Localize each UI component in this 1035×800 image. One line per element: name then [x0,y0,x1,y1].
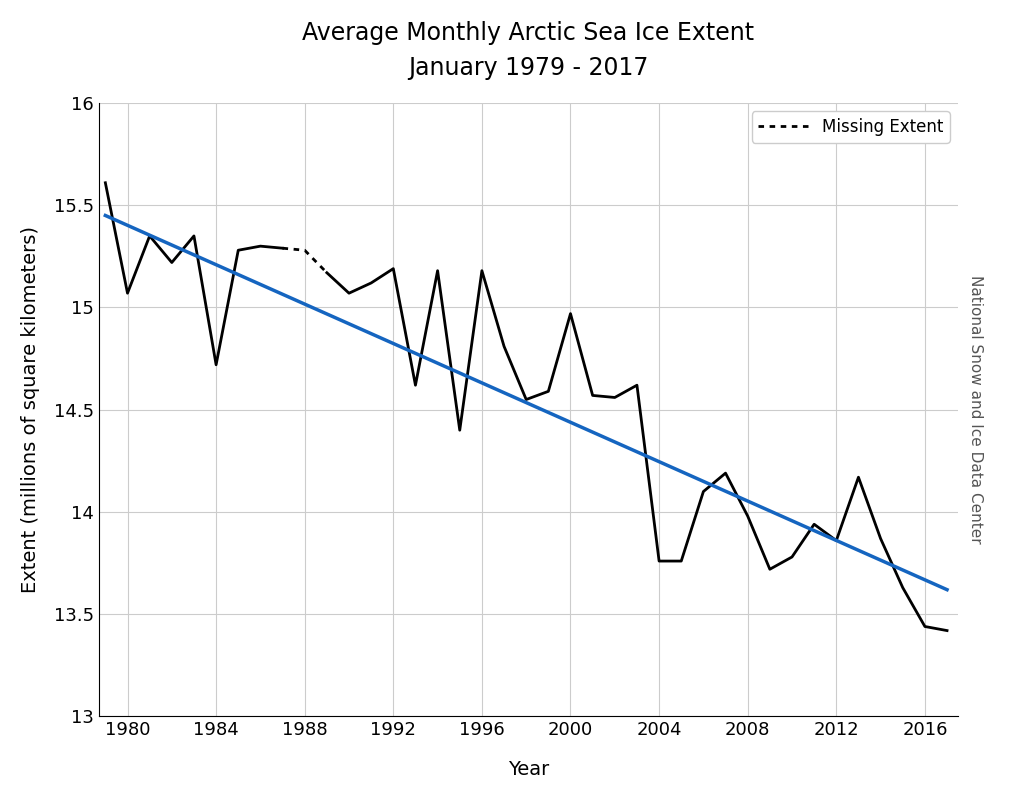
Title: Average Monthly Arctic Sea Ice Extent
January 1979 - 2017: Average Monthly Arctic Sea Ice Extent Ja… [302,21,755,80]
Legend: Missing Extent: Missing Extent [751,111,950,142]
Y-axis label: National Snow and Ice Data Center: National Snow and Ice Data Center [968,275,983,544]
Y-axis label: Extent (millions of square kilometers): Extent (millions of square kilometers) [21,226,39,594]
X-axis label: Year: Year [508,760,549,779]
